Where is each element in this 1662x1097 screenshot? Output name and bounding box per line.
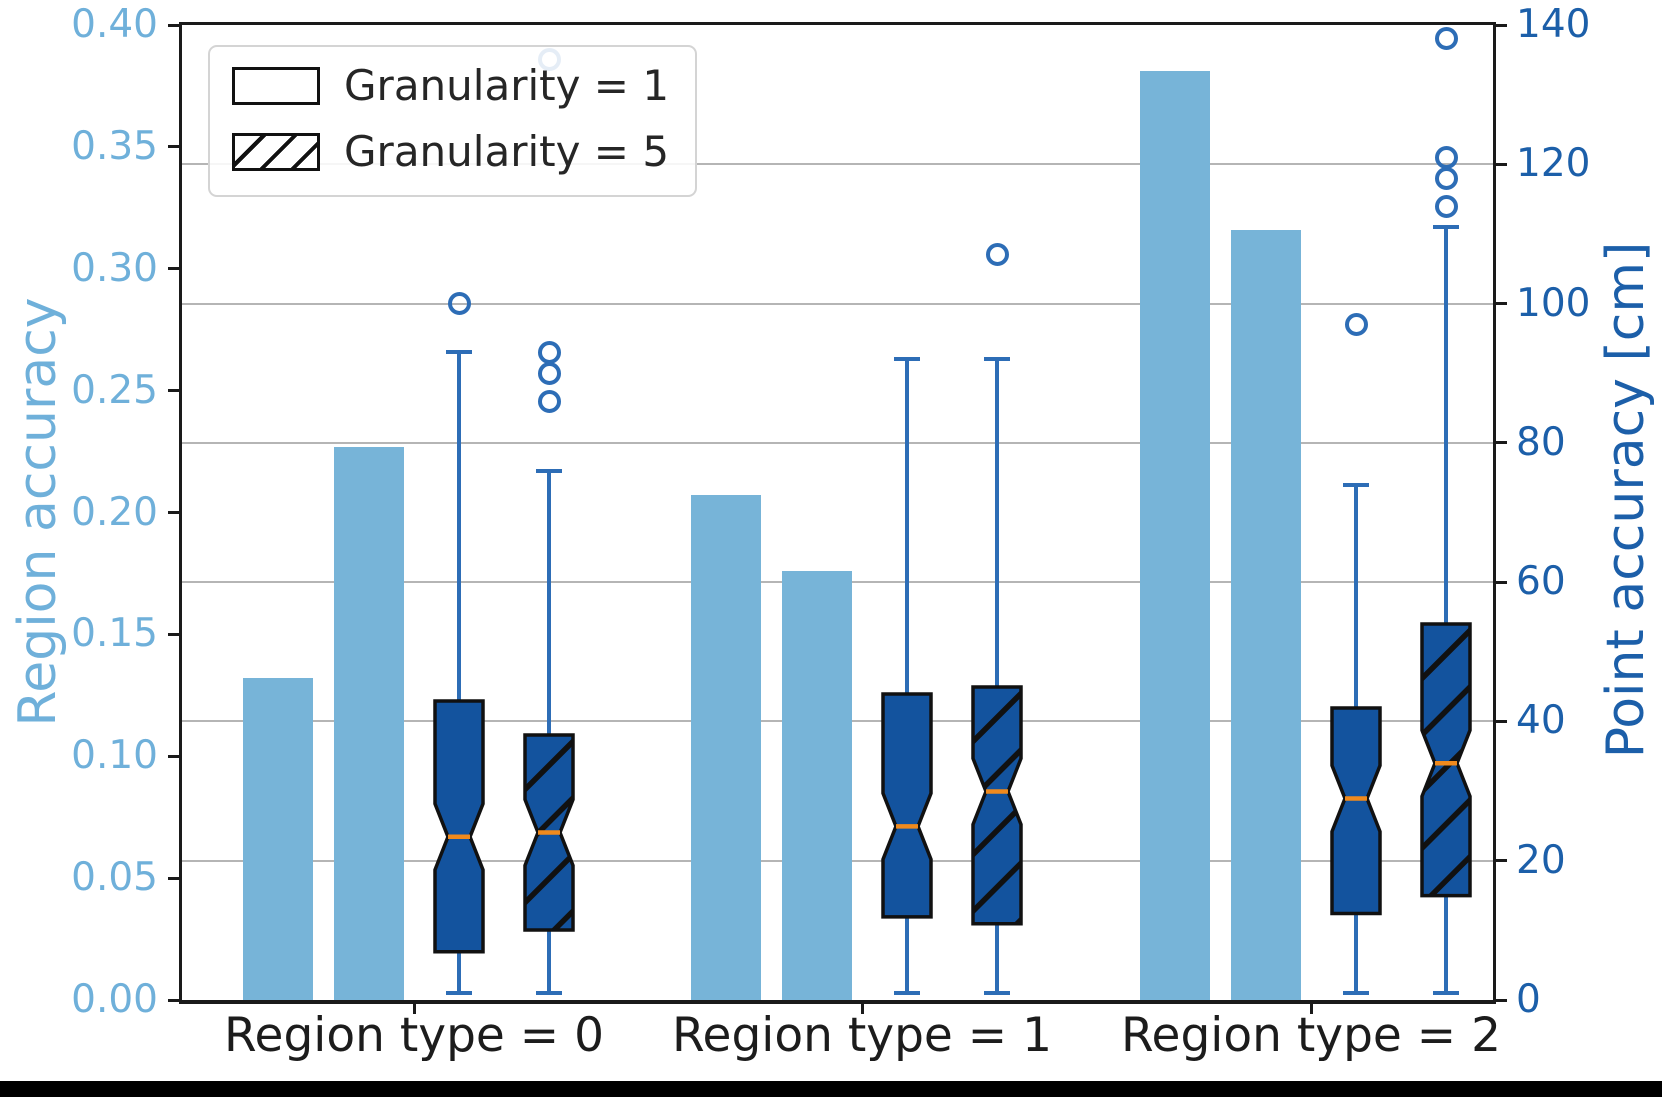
outlier-point [1434,145,1458,169]
outlier-point [1344,312,1368,336]
right-y-tick-label: 120 [1516,141,1591,187]
whisker [547,470,551,994]
legend-label: Granularity = 1 [344,61,670,110]
left-y-tick-mark [168,145,182,149]
left-y-tick-mark [168,876,182,880]
left-y-tick-label: 0.35 [71,123,158,169]
bar-granularity-1 [1140,71,1210,1000]
left-y-tick-label: 0.20 [71,489,158,535]
left-y-tick-label: 0.15 [71,611,158,657]
outlier-point [537,361,561,385]
whisker [905,359,909,994]
outlier-point [985,243,1009,267]
legend-swatch-solid-icon [232,67,320,106]
boxplot-granularity-1 [433,698,485,953]
right-y-tick-label: 20 [1516,837,1566,883]
right-y-tick-mark [1493,23,1507,27]
left-y-tick-mark [168,998,182,1002]
gridline [182,302,1493,305]
right-y-tick-label: 140 [1516,2,1591,47]
boxplot-granularity-5 [1420,622,1472,898]
whisker-cap [446,350,472,355]
left-y-tick-mark [168,754,182,758]
whisker [457,352,461,994]
legend-swatch-hatched-icon [232,133,320,172]
outlier-point [1434,166,1458,190]
bottom-black-bar [0,1081,1662,1097]
whisker-cap [894,357,920,362]
whisker [995,359,999,994]
left-y-tick-mark [168,389,182,393]
bar-granularity-1 [243,678,313,1000]
gridline [182,441,1493,444]
legend-label: Granularity = 5 [344,127,670,177]
right-y-tick-mark [1493,859,1507,863]
bar-granularity-5 [334,446,404,1000]
whisker-cap [984,357,1010,362]
legend-item-granularity-5: Granularity = 5 [232,127,670,177]
left-y-tick-mark [168,267,182,271]
whisker-cap [1433,224,1459,229]
right-y-tick-label: 80 [1516,419,1566,465]
whisker-cap [1433,991,1459,996]
bar-granularity-5 [782,571,852,1000]
left-y-tick-mark [168,23,182,27]
right-y-tick-label: 0 [1516,977,1541,1022]
whisker-cap [1343,482,1369,487]
outlier-point [447,292,471,316]
whisker-cap [984,991,1010,996]
whisker-cap [536,991,562,996]
left-y-tick-label: 0.25 [71,367,158,413]
right-y-tick-mark [1493,441,1507,445]
outlier-point [1434,27,1458,51]
plot-area [179,22,1496,1004]
x-tick-mark [412,1000,416,1014]
outlier-point [537,389,561,413]
right-y-tick-mark [1493,162,1507,166]
right-y-tick-mark [1493,719,1507,723]
whisker-cap [1343,991,1369,996]
x-tick-label: Region type = 0 [224,1008,604,1063]
whisker-cap [894,991,920,996]
boxplot-granularity-1 [881,691,933,919]
left-y-tick-mark [168,632,182,636]
legend: Granularity = 1 Granularity = 5 [208,45,698,198]
x-tick-label: Region type = 2 [1121,1008,1501,1063]
right-y-tick-mark [1493,998,1507,1002]
left-y-tick-mark [168,511,182,514]
boxplot-granularity-1 [1330,705,1382,915]
bar-granularity-1 [691,495,761,1000]
whisker-cap [446,991,472,996]
boxplot-granularity-5 [523,733,575,933]
outlier-point [1434,194,1458,218]
right-y-tick-label: 100 [1516,280,1591,326]
x-tick-mark [1309,1000,1313,1014]
left-y-tick-label: 0.10 [71,733,158,779]
right-y-tick-label: 40 [1516,698,1566,744]
right-y-tick-label: 60 [1516,559,1566,605]
whisker [1444,226,1448,994]
legend-item-granularity-1: Granularity = 1 [232,61,670,110]
left-y-tick-label: 0.00 [71,977,158,1022]
right-y-tick-mark [1493,302,1507,306]
gridline [182,163,1493,166]
whisker-cap [536,468,562,473]
boxplot-granularity-5 [971,684,1023,926]
left-y-tick-label: 0.40 [71,2,158,47]
x-tick-label: Region type = 1 [672,1008,1052,1063]
left-y-tick-label: 0.05 [71,855,158,901]
x-tick-mark [860,1000,864,1014]
right-y-tick-mark [1493,580,1507,584]
outlier-point [537,340,561,364]
bar-granularity-5 [1231,229,1301,1000]
left-y-tick-label: 0.30 [71,245,158,291]
